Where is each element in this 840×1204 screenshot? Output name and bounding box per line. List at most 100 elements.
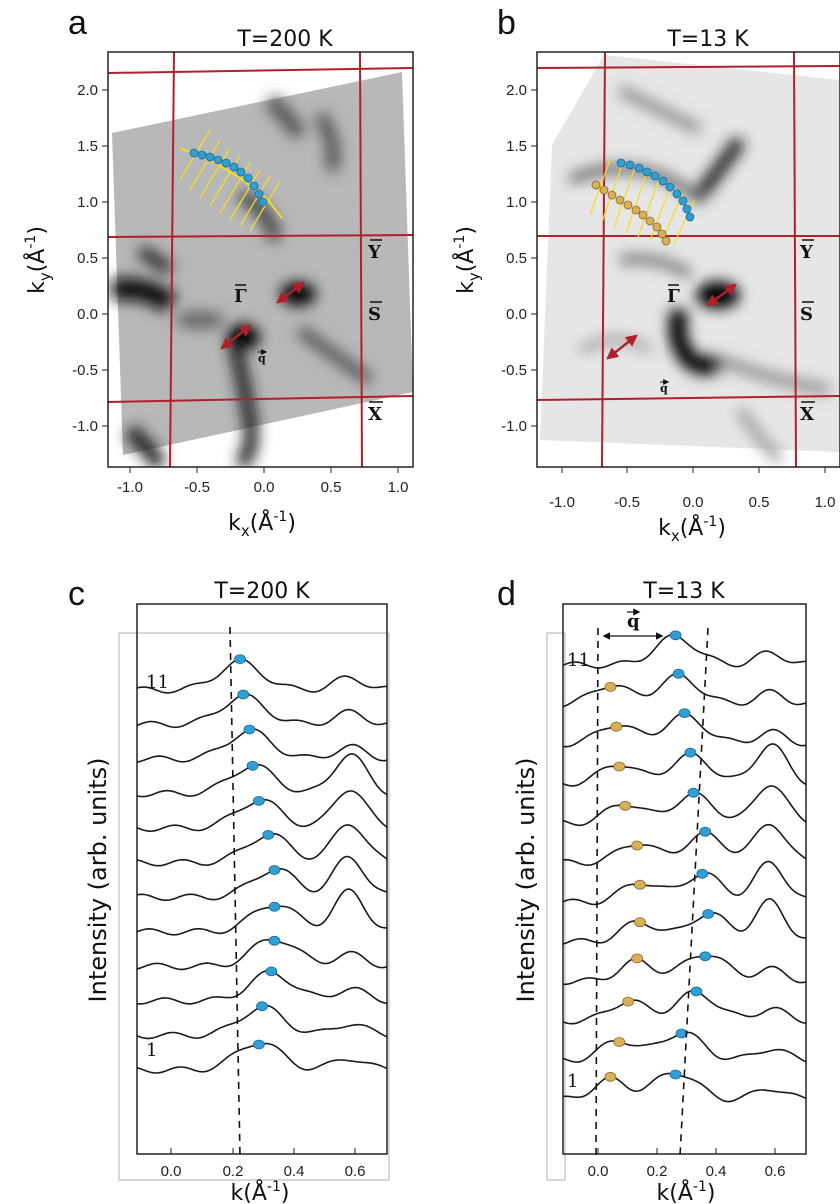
x-axis-title: k(Å-1) <box>657 1179 716 1204</box>
peak-markers <box>604 630 715 1082</box>
panel-label: a <box>68 4 87 42</box>
y-tick: 0.5 <box>77 250 98 267</box>
peak-marker-shifted <box>610 721 623 732</box>
peak-marker <box>672 668 685 679</box>
fermi-crossing-points <box>616 158 695 222</box>
edc-curve <box>562 823 807 867</box>
peak-marker <box>246 760 259 771</box>
peak-marker <box>699 826 712 837</box>
peak-marker <box>669 1069 682 1080</box>
panel-b: b T=13 K <box>452 4 840 545</box>
x-tick: 0.0 <box>683 494 704 511</box>
peak-marker <box>687 787 700 798</box>
x-axis-title: kx(Å-1) <box>658 514 726 545</box>
edc-curve <box>562 989 807 1025</box>
peak-markers <box>234 654 281 1050</box>
fermi-surface-map <box>537 52 840 467</box>
panel-title: T=200 K <box>213 579 310 604</box>
edc-curve <box>562 633 807 669</box>
edc-curve <box>562 860 807 906</box>
peak-marker <box>252 1039 265 1050</box>
x-tick: -0.5 <box>614 494 640 511</box>
x-tick: -1.0 <box>549 494 575 511</box>
map-frame <box>107 51 414 468</box>
y-axis-title: ky(Å-1) <box>23 226 54 294</box>
edc-curve <box>136 752 388 798</box>
peak-marker <box>262 830 275 840</box>
edc-curve <box>562 672 807 708</box>
peak-marker <box>256 1001 268 1012</box>
peak-marker <box>268 901 281 912</box>
edc-curve <box>562 712 807 748</box>
x-point-label: X <box>368 404 382 425</box>
edc-curve <box>136 855 388 901</box>
panel-title: T=13 K <box>642 579 725 604</box>
fermi-crossing-points <box>189 148 268 207</box>
peak-marker-shifted <box>634 879 646 890</box>
x-axis-title: kx(Å-1) <box>228 509 296 540</box>
q-arrow <box>606 334 638 360</box>
q-vector-label: q <box>627 611 640 632</box>
x-tick: 0.2 <box>223 1163 244 1180</box>
x-axis: 0.0 0.2 0.4 0.6 k(Å-1) <box>588 1148 785 1204</box>
x-tick: 1.0 <box>388 479 409 496</box>
panel-a: a T=200 K <box>23 4 414 540</box>
x-tick: 0.4 <box>706 1163 727 1180</box>
peak-marker <box>699 951 712 962</box>
peak-marker <box>243 724 256 735</box>
q-label: q <box>258 352 266 365</box>
panel-d: d T=13 K q 11 1 0.0 0.2 0.4 0.6 k(Å-1) I… <box>497 575 807 1204</box>
peak-marker-shifted <box>634 917 646 928</box>
peak-marker <box>690 986 703 997</box>
peak-marker <box>237 689 250 700</box>
peak-marker <box>265 966 278 977</box>
y-tick: 1.5 <box>506 138 527 155</box>
x-axis-title: k(Å-1) <box>231 1179 290 1204</box>
q-arrow <box>276 281 305 304</box>
gamma-label: Γ <box>234 286 247 307</box>
gamma-label: Γ <box>667 286 680 307</box>
x-tick: 0.2 <box>647 1163 668 1180</box>
peak-marker-shifted <box>631 840 643 851</box>
y-tick: -1.0 <box>72 418 98 435</box>
x-axis: 0.0 0.2 0.4 0.6 k(Å-1) <box>161 1148 365 1204</box>
bz-boundaries <box>108 52 413 467</box>
y-axis-title: Intensity (arb. units) <box>512 758 540 1003</box>
fermi-surface-map <box>108 52 413 467</box>
outer-frame <box>546 632 566 1181</box>
peak-marker <box>252 796 265 806</box>
curve-index-bottom: 1 <box>567 1071 578 1092</box>
peak-marker <box>684 747 697 758</box>
y-tick: -0.5 <box>72 362 98 379</box>
x-tick: -1.0 <box>117 479 143 496</box>
y-axis-title: ky(Å-1) <box>452 226 483 294</box>
peak-marker-shifted <box>613 1037 626 1047</box>
map-frame <box>536 51 840 468</box>
edc-curve <box>562 897 807 945</box>
y-tick: -1.0 <box>501 418 527 435</box>
x-axis: -1.0 -0.5 0.0 0.5 1.0 kx(Å-1) <box>549 467 835 545</box>
curve-index-top: 11 <box>567 650 590 671</box>
peak-marker-shifted <box>613 761 626 772</box>
dispersion-guide <box>229 626 241 1157</box>
y-tick: 2.0 <box>506 82 527 99</box>
edc-curve <box>136 693 388 729</box>
peak-marker <box>234 654 247 664</box>
s-point-label: S <box>800 304 813 325</box>
peak-marker <box>669 630 682 641</box>
x-tick: 0.0 <box>588 1163 609 1180</box>
y-tick: 2.0 <box>77 82 98 99</box>
y-point-label: Y <box>367 242 382 263</box>
panel-label: d <box>497 575 516 613</box>
plot-frame <box>136 603 388 1155</box>
peak-marker <box>696 868 709 879</box>
dispersion-guide <box>595 627 599 1157</box>
y-tick: 0.0 <box>506 306 527 323</box>
y-axis-title: Intensity (arb. units) <box>84 758 112 1003</box>
y-axis: 2.0 1.5 1.0 0.5 0.0 -0.5 -1.0 ky(Å-1) <box>452 82 537 435</box>
edc-curve <box>562 785 807 827</box>
curve-index-bottom: 1 <box>146 1040 157 1061</box>
edc-curve <box>136 824 388 867</box>
x-tick: 0.5 <box>749 494 770 511</box>
y-tick: 1.0 <box>77 194 98 211</box>
